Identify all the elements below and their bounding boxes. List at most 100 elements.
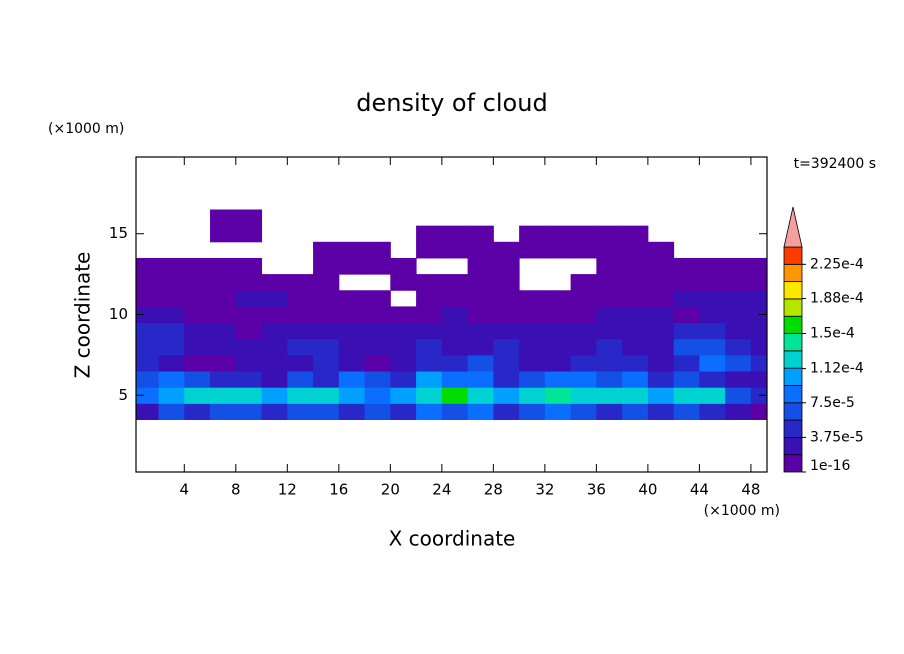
contour-cell bbox=[313, 257, 340, 275]
contour-cell bbox=[596, 274, 623, 291]
contour-cell bbox=[544, 290, 572, 307]
contour-cell bbox=[416, 387, 443, 404]
contour-cell bbox=[699, 338, 726, 356]
x-tick-label: 24 bbox=[432, 481, 451, 499]
contour-cell bbox=[210, 274, 237, 291]
contour-cell bbox=[519, 322, 546, 340]
colorbar-box bbox=[783, 402, 803, 421]
contour-cell bbox=[725, 290, 752, 307]
contour-cell bbox=[136, 274, 160, 291]
contour-cell bbox=[493, 290, 520, 307]
contour-cell bbox=[596, 241, 623, 259]
contour-cell bbox=[441, 371, 469, 388]
contour-cell bbox=[313, 241, 340, 259]
contour-cell bbox=[493, 403, 520, 420]
contour-cell bbox=[210, 403, 237, 420]
contour-cell bbox=[313, 371, 340, 388]
contour-cell bbox=[493, 241, 520, 259]
contour-cell bbox=[750, 338, 768, 356]
contour-cell bbox=[210, 209, 237, 227]
contour-cell bbox=[390, 354, 417, 372]
colorbar-box bbox=[783, 385, 803, 404]
contour-cell bbox=[364, 338, 391, 356]
contour-cell bbox=[416, 371, 443, 388]
contour-cell bbox=[622, 322, 649, 340]
contour-cell bbox=[313, 274, 340, 291]
contour-cell bbox=[493, 354, 520, 372]
contour-cell bbox=[184, 354, 211, 372]
contour-cell bbox=[544, 387, 572, 404]
chart-title: density of cloud bbox=[356, 89, 547, 117]
contour-cell bbox=[261, 371, 288, 388]
contour-cell bbox=[338, 387, 366, 404]
contour-cell bbox=[699, 322, 726, 340]
contour-cell bbox=[493, 338, 520, 356]
contour-cell bbox=[416, 306, 443, 324]
contour-cell bbox=[544, 241, 572, 259]
contour-cell bbox=[364, 322, 391, 340]
colorbar-box bbox=[783, 315, 803, 334]
contour-cell bbox=[313, 387, 340, 404]
contour-cell bbox=[673, 257, 700, 275]
contour-cell bbox=[287, 338, 314, 356]
contour-cell bbox=[235, 257, 263, 275]
contour-cell bbox=[699, 274, 726, 291]
contour-cell bbox=[364, 403, 391, 420]
contour-cell bbox=[596, 338, 623, 356]
x-tick-label: 12 bbox=[278, 481, 297, 499]
contour-cell bbox=[235, 371, 263, 388]
colorbar-tick-label: 1e-16 bbox=[810, 458, 850, 474]
contour-cell bbox=[416, 322, 443, 340]
contour-cell bbox=[596, 354, 623, 372]
contour-cell bbox=[467, 290, 494, 307]
contour-cell bbox=[467, 371, 494, 388]
contour-cell bbox=[519, 387, 546, 404]
contour-cell bbox=[725, 274, 752, 291]
contour-cell bbox=[364, 354, 391, 372]
contour-cell bbox=[184, 322, 211, 340]
contour-cell bbox=[210, 387, 237, 404]
contour-cell bbox=[338, 241, 366, 259]
contour-cell bbox=[287, 371, 314, 388]
contour-cell bbox=[364, 371, 391, 388]
contour-cell bbox=[416, 354, 443, 372]
contour-cell bbox=[158, 257, 185, 275]
contour-cell bbox=[467, 403, 494, 420]
contour-cell bbox=[647, 306, 675, 324]
contour-cell bbox=[596, 322, 623, 340]
colorbar-tick-label: 1.5e-4 bbox=[810, 326, 855, 342]
contour-cell bbox=[699, 306, 726, 324]
contour-cell bbox=[570, 338, 597, 356]
contour-cell bbox=[441, 241, 469, 259]
contour-cell bbox=[136, 387, 160, 404]
x-tick-label: 20 bbox=[381, 481, 400, 499]
contour-cell bbox=[313, 338, 340, 356]
contour-cell bbox=[544, 338, 572, 356]
contour-cell bbox=[570, 225, 597, 243]
contour-cell bbox=[467, 225, 494, 243]
y-unit: (×1000 m) bbox=[48, 121, 124, 137]
contour-cell bbox=[158, 306, 185, 324]
contour-cell bbox=[570, 306, 597, 324]
contour-cell bbox=[750, 322, 768, 340]
x-tick-label: 48 bbox=[741, 481, 760, 499]
contour-cell bbox=[570, 354, 597, 372]
contour-cell bbox=[544, 322, 572, 340]
contour-cell bbox=[390, 274, 417, 291]
contour-cell bbox=[750, 354, 768, 372]
contour-cell bbox=[622, 274, 649, 291]
contour-cell bbox=[493, 322, 520, 340]
contour-cell bbox=[544, 354, 572, 372]
colorbar-box bbox=[783, 263, 803, 283]
contour-cell bbox=[390, 306, 417, 324]
contour-cell bbox=[210, 322, 237, 340]
contour-cell bbox=[596, 387, 623, 404]
contour-cell bbox=[390, 387, 417, 404]
contour-cell bbox=[673, 306, 700, 324]
contour-cell bbox=[570, 241, 597, 259]
contour-cell bbox=[338, 257, 366, 275]
contour-cell bbox=[390, 322, 417, 340]
contour-cell bbox=[287, 274, 314, 291]
contour-cell bbox=[390, 403, 417, 420]
colorbar-box bbox=[783, 350, 803, 369]
